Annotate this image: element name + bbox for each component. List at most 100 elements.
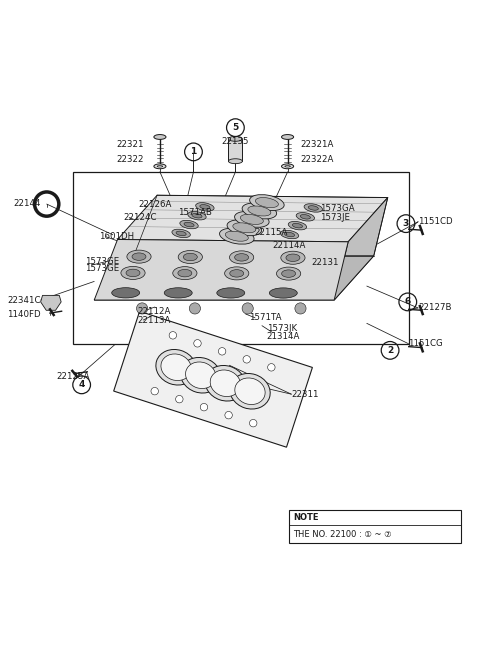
Text: 22341C: 22341C bbox=[7, 296, 41, 304]
Text: 22127B: 22127B bbox=[418, 304, 452, 312]
Ellipse shape bbox=[292, 224, 302, 228]
Text: 4: 4 bbox=[78, 380, 85, 390]
Ellipse shape bbox=[196, 203, 214, 211]
Polygon shape bbox=[94, 256, 374, 300]
Circle shape bbox=[268, 363, 275, 371]
Ellipse shape bbox=[233, 223, 256, 233]
Text: 22113A: 22113A bbox=[138, 316, 171, 325]
Circle shape bbox=[218, 348, 226, 355]
Circle shape bbox=[200, 403, 208, 411]
Ellipse shape bbox=[161, 354, 191, 380]
Text: 3: 3 bbox=[403, 219, 409, 228]
Ellipse shape bbox=[126, 269, 140, 277]
Circle shape bbox=[189, 303, 201, 314]
Ellipse shape bbox=[183, 253, 197, 260]
Ellipse shape bbox=[285, 232, 295, 237]
Ellipse shape bbox=[210, 370, 240, 396]
Ellipse shape bbox=[282, 164, 294, 169]
Ellipse shape bbox=[308, 206, 318, 210]
Text: 1573GA: 1573GA bbox=[320, 204, 355, 213]
Ellipse shape bbox=[304, 204, 323, 212]
Ellipse shape bbox=[173, 266, 197, 279]
Text: 1573GE: 1573GE bbox=[85, 264, 119, 274]
Circle shape bbox=[176, 396, 183, 403]
Text: 22126A: 22126A bbox=[139, 201, 172, 209]
Text: 22112A: 22112A bbox=[138, 307, 171, 316]
Ellipse shape bbox=[200, 205, 210, 209]
Ellipse shape bbox=[227, 220, 262, 236]
Ellipse shape bbox=[154, 164, 166, 169]
Text: 22124C: 22124C bbox=[123, 213, 157, 222]
Ellipse shape bbox=[157, 165, 163, 167]
Ellipse shape bbox=[235, 254, 249, 261]
Ellipse shape bbox=[225, 231, 248, 241]
Polygon shape bbox=[334, 197, 388, 300]
Ellipse shape bbox=[250, 195, 284, 211]
Circle shape bbox=[243, 356, 251, 363]
Ellipse shape bbox=[240, 215, 264, 224]
Ellipse shape bbox=[192, 213, 202, 218]
Ellipse shape bbox=[228, 136, 242, 141]
Ellipse shape bbox=[285, 165, 290, 167]
Ellipse shape bbox=[178, 251, 203, 264]
Text: 1601DH: 1601DH bbox=[99, 232, 134, 241]
Text: 1: 1 bbox=[191, 148, 197, 156]
Ellipse shape bbox=[180, 220, 198, 229]
Polygon shape bbox=[118, 195, 388, 242]
Ellipse shape bbox=[282, 134, 294, 139]
Text: 22321: 22321 bbox=[117, 140, 144, 150]
Text: 6: 6 bbox=[405, 297, 411, 306]
Text: 22115A: 22115A bbox=[254, 228, 288, 237]
Text: 22135: 22135 bbox=[222, 137, 249, 146]
Text: 22322: 22322 bbox=[117, 155, 144, 164]
Text: 1573GE: 1573GE bbox=[85, 257, 119, 266]
Ellipse shape bbox=[300, 215, 311, 219]
Text: 1140FD: 1140FD bbox=[7, 310, 41, 319]
Text: 22131: 22131 bbox=[311, 258, 338, 267]
Ellipse shape bbox=[235, 378, 265, 405]
Circle shape bbox=[151, 388, 158, 395]
Bar bbox=[73, 172, 409, 344]
Bar bbox=[228, 139, 242, 161]
Text: 1573JK: 1573JK bbox=[266, 324, 297, 333]
Text: THE NO. 22100 : ① ~ ⑦: THE NO. 22100 : ① ~ ⑦ bbox=[293, 529, 392, 539]
Text: 2: 2 bbox=[387, 346, 393, 355]
Circle shape bbox=[250, 419, 257, 427]
Polygon shape bbox=[94, 239, 348, 300]
Text: 22321A: 22321A bbox=[300, 140, 334, 150]
Ellipse shape bbox=[229, 251, 254, 264]
Polygon shape bbox=[41, 295, 61, 310]
Circle shape bbox=[136, 303, 148, 314]
Text: 1571TA: 1571TA bbox=[250, 314, 282, 322]
Ellipse shape bbox=[164, 288, 192, 298]
Text: 1151CD: 1151CD bbox=[418, 217, 453, 226]
Text: 1573JE: 1573JE bbox=[320, 213, 350, 222]
Ellipse shape bbox=[269, 288, 297, 298]
Bar bbox=[288, 510, 461, 543]
Ellipse shape bbox=[112, 288, 140, 298]
Ellipse shape bbox=[280, 230, 299, 239]
Circle shape bbox=[295, 303, 306, 314]
Ellipse shape bbox=[282, 270, 296, 277]
Text: 1571AB: 1571AB bbox=[178, 208, 212, 217]
Text: NOTE: NOTE bbox=[293, 512, 319, 522]
Text: 5: 5 bbox=[232, 123, 239, 132]
Ellipse shape bbox=[217, 288, 245, 298]
Text: 22114A: 22114A bbox=[273, 241, 306, 249]
Ellipse shape bbox=[178, 270, 192, 277]
Ellipse shape bbox=[288, 222, 307, 230]
Ellipse shape bbox=[248, 206, 271, 216]
Ellipse shape bbox=[225, 267, 249, 280]
Ellipse shape bbox=[228, 159, 242, 163]
Ellipse shape bbox=[235, 211, 269, 228]
Text: 1151CG: 1151CG bbox=[408, 339, 443, 348]
Ellipse shape bbox=[276, 267, 300, 280]
Circle shape bbox=[194, 340, 201, 347]
Circle shape bbox=[169, 331, 177, 339]
Ellipse shape bbox=[286, 254, 300, 262]
Ellipse shape bbox=[184, 222, 194, 227]
Text: 22311: 22311 bbox=[291, 390, 319, 399]
Ellipse shape bbox=[154, 134, 166, 139]
Text: 22322A: 22322A bbox=[300, 155, 334, 164]
Ellipse shape bbox=[219, 228, 254, 244]
